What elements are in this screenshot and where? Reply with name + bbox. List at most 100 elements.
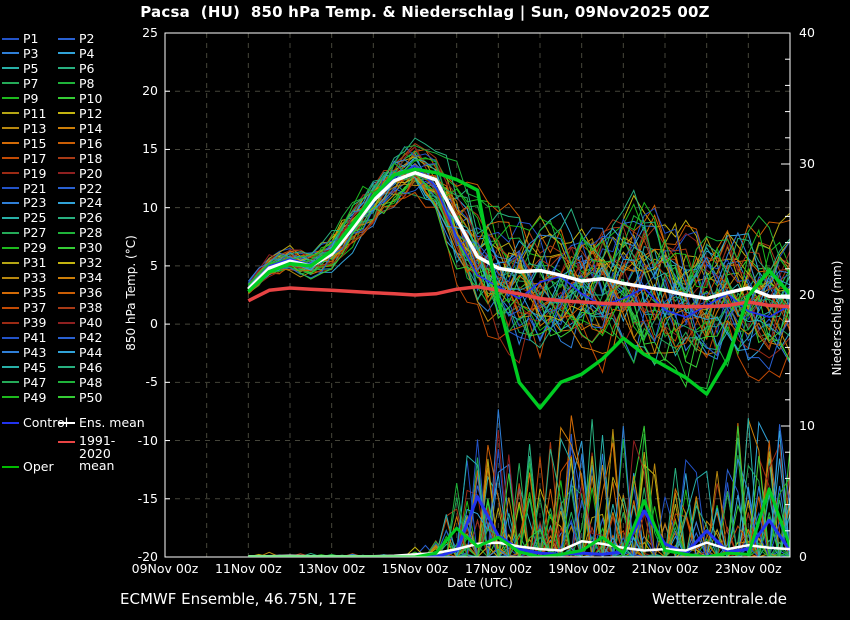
x-axis-title: Date (UTC) (447, 576, 513, 590)
legend-member-label: P16 (79, 135, 103, 151)
legend-item-member: P36 (58, 282, 103, 301)
legend-item-member: P43 (2, 342, 47, 360)
legend-item-member: P29 (2, 237, 47, 256)
legend-swatch (58, 441, 75, 443)
legend-swatch (2, 306, 19, 309)
legend-swatch (58, 336, 75, 339)
legend-member-label: P14 (79, 120, 103, 136)
legend-member-label: P2 (79, 31, 95, 46)
legend-swatch (2, 231, 19, 234)
legend-item-member: P30 (58, 237, 102, 255)
legend-swatch (2, 321, 19, 324)
legend-swatch (58, 67, 75, 70)
legend-member-label: P22 (79, 180, 103, 196)
legend-item-control: Control (2, 412, 68, 430)
legend-item-member: P45 (2, 357, 47, 375)
legend-swatch (2, 201, 19, 204)
left-axis-label: 850 hPa Temp. (°C) (124, 235, 138, 351)
legend-swatch (2, 187, 19, 189)
oper-temp-line (247, 167, 790, 410)
legend-swatch (58, 201, 75, 204)
legend-item-member: P4 (58, 43, 95, 61)
legend-swatch (2, 366, 19, 369)
legend-item-member: P34 (58, 267, 102, 285)
legend-item-member: P23 (2, 192, 46, 210)
legend-swatch (58, 276, 75, 279)
legend-swatch (58, 351, 75, 354)
legend-item-member: P21 (2, 178, 46, 196)
legend-swatch (58, 37, 75, 40)
legend-member-label: P36 (79, 285, 103, 301)
legend-member-label: P8 (79, 75, 95, 91)
legend-member-label: P5 (23, 60, 39, 76)
legend-item-member: P47 (2, 372, 47, 390)
legend-member-label: P32 (79, 255, 103, 271)
legend-swatch (2, 97, 19, 100)
legend-item-ens-mean: Ens. mean (58, 412, 145, 430)
legend-swatch (58, 246, 75, 249)
legend-member-label: P29 (23, 240, 47, 256)
legend-item-member: P7 (2, 73, 39, 91)
legend-swatch (2, 351, 19, 354)
legend-item-member: P10 (58, 88, 102, 106)
date-tick-label: 21Nov 00z (631, 561, 699, 576)
legend-member-label: P20 (79, 165, 103, 181)
legend-member-label: P26 (79, 210, 103, 226)
temp-tick-label: -5 (145, 374, 158, 390)
legend-item-member: P18 (58, 148, 102, 166)
precip-tick-label: 40 (799, 25, 815, 40)
legend-member-label: P43 (23, 344, 47, 360)
legend-item-member: P5 (2, 58, 39, 76)
temp-tick-label: -10 (137, 432, 158, 448)
legend-item-member: P16 (58, 133, 103, 151)
legend-special-label: 1991-2020 mean (79, 433, 116, 473)
date-tick-label: 11Nov 00z (214, 561, 282, 576)
legend-swatch (2, 112, 19, 115)
legend-member-label: P6 (79, 60, 95, 76)
legend-swatch (58, 157, 75, 160)
legend-item-member: P38 (58, 297, 102, 315)
legend-item-member: P15 (2, 133, 46, 151)
legend-swatch (2, 465, 19, 468)
temp-tick-label: -20 (137, 549, 158, 564)
legend-item-member: P48 (58, 372, 102, 390)
legend-swatch (2, 172, 19, 175)
legend-swatch (58, 52, 75, 55)
temp-tick-label: -15 (137, 490, 158, 506)
legend-item-member: P37 (2, 297, 46, 315)
ensemble-member-lines (247, 137, 790, 557)
legend-swatch (2, 127, 19, 130)
legend-item-member: P2 (58, 28, 95, 46)
legend-swatch (58, 216, 75, 219)
legend-item-member: P33 (2, 267, 46, 285)
legend-swatch (58, 97, 75, 100)
legend-member-label: P25 (23, 210, 47, 226)
right-axis-label: Niederschlag (mm) (830, 260, 844, 376)
precip-tick-label: 0 (799, 549, 807, 564)
legend-member-label: P44 (79, 344, 103, 360)
legend-swatch (2, 67, 19, 70)
legend-member-label: P41 (23, 330, 47, 345)
temp-tick-label: 5 (150, 257, 158, 273)
legend-swatch (2, 396, 19, 399)
legend-member-label: P1 (23, 31, 39, 46)
legend-swatch (2, 276, 19, 279)
temp-tick-label: 25 (142, 25, 158, 40)
legend-member-label: P35 (23, 285, 47, 301)
legend-member-label: P17 (23, 150, 47, 166)
climate-mean-line (247, 285, 790, 309)
legend-item-member: P6 (58, 58, 95, 76)
plot-frame (164, 32, 791, 558)
legend-swatch (2, 82, 19, 85)
temp-tick-label: 0 (150, 316, 158, 332)
legend-member-label: P45 (23, 359, 47, 375)
legend-swatch (2, 336, 19, 339)
legend-item-member: P31 (2, 252, 46, 270)
legend-member-label: P47 (23, 374, 47, 390)
precip-tick-label: 10 (799, 418, 815, 433)
legend-member-label: P27 (23, 225, 47, 241)
legend-item-member: P9 (2, 88, 39, 106)
legend-swatch (2, 157, 19, 160)
legend-swatch (58, 142, 75, 145)
